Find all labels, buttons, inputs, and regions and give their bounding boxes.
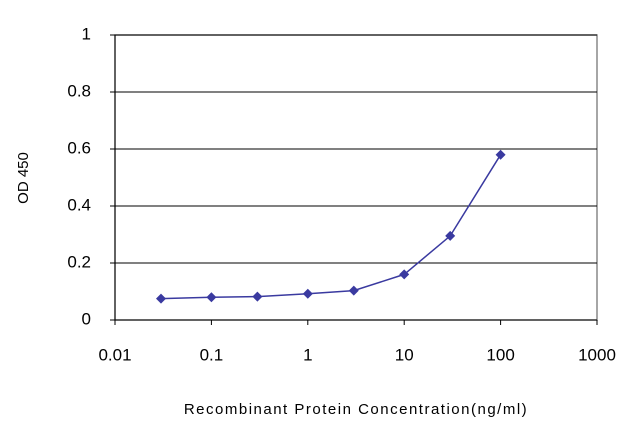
data-point <box>445 230 456 241</box>
x-tick-label: 1000 <box>578 345 616 364</box>
y-tick-label: 1 <box>82 24 91 43</box>
y-axis-label: OD 450 <box>15 152 32 204</box>
series-line <box>160 154 502 300</box>
data-point <box>302 288 313 299</box>
data-point <box>348 285 359 296</box>
y-tick-label: 0.6 <box>67 138 91 157</box>
data-point <box>495 149 506 160</box>
x-tick-label: 100 <box>486 345 514 364</box>
y-tick-label: 0.4 <box>67 195 91 214</box>
data-point <box>252 291 263 302</box>
y-tick-label: 0.8 <box>67 81 91 100</box>
data-point <box>399 269 410 280</box>
data-point <box>206 292 217 303</box>
data-point <box>155 293 166 304</box>
y-tick-label: 0 <box>82 309 91 328</box>
y-tick-label: 0.2 <box>67 252 91 271</box>
plot-area <box>114 34 598 321</box>
x-tick-label: 1 <box>303 345 312 364</box>
x-tick-label: 10 <box>395 345 414 364</box>
x-tick-label: 0.1 <box>200 345 224 364</box>
x-tick-label: 0.01 <box>98 345 131 364</box>
x-axis-label: Recombinant Protein Concentration(ng/ml) <box>184 401 528 418</box>
